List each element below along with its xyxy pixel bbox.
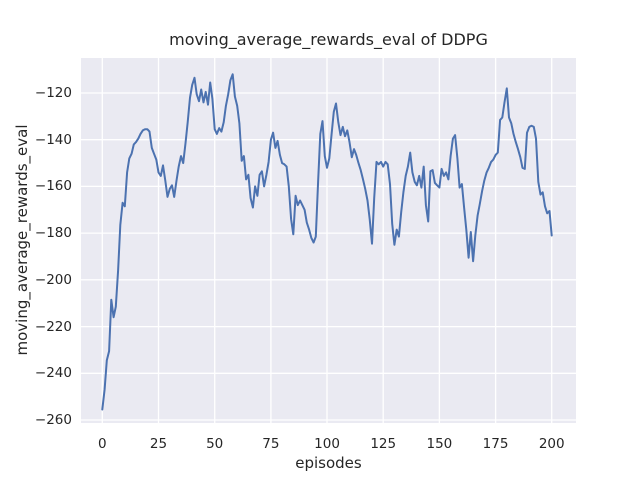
x-tick-label: 50 <box>206 436 224 452</box>
x-tick-label: 125 <box>370 436 397 452</box>
x-axis-label: episodes <box>295 454 362 472</box>
gridlines <box>81 58 576 423</box>
x-tick-label: 75 <box>262 436 280 452</box>
series-line <box>101 73 553 411</box>
x-tick-label: 100 <box>314 436 340 452</box>
x-tick-label: 200 <box>538 436 565 452</box>
y-tick-label: −260 <box>34 411 72 428</box>
y-tick-label: −140 <box>34 131 72 148</box>
y-tick-label: −220 <box>34 318 72 335</box>
y-tick-label: −120 <box>34 85 72 102</box>
plot-area <box>81 58 576 423</box>
y-tick-label: −180 <box>34 225 72 242</box>
x-tick-label: 0 <box>98 436 107 452</box>
y-axis-label: moving_average_rewards_eval <box>13 124 31 356</box>
y-tick-label: −240 <box>34 365 72 382</box>
y-tick-label: −160 <box>34 178 72 195</box>
x-tick-label: 150 <box>426 436 453 452</box>
x-tick-label: 25 <box>149 436 168 452</box>
chart-title: moving_average_rewards_eval of DDPG <box>169 30 488 49</box>
plot-canvas <box>81 58 576 423</box>
x-tick-label: 175 <box>482 436 509 452</box>
y-tick-label: −200 <box>34 271 72 288</box>
